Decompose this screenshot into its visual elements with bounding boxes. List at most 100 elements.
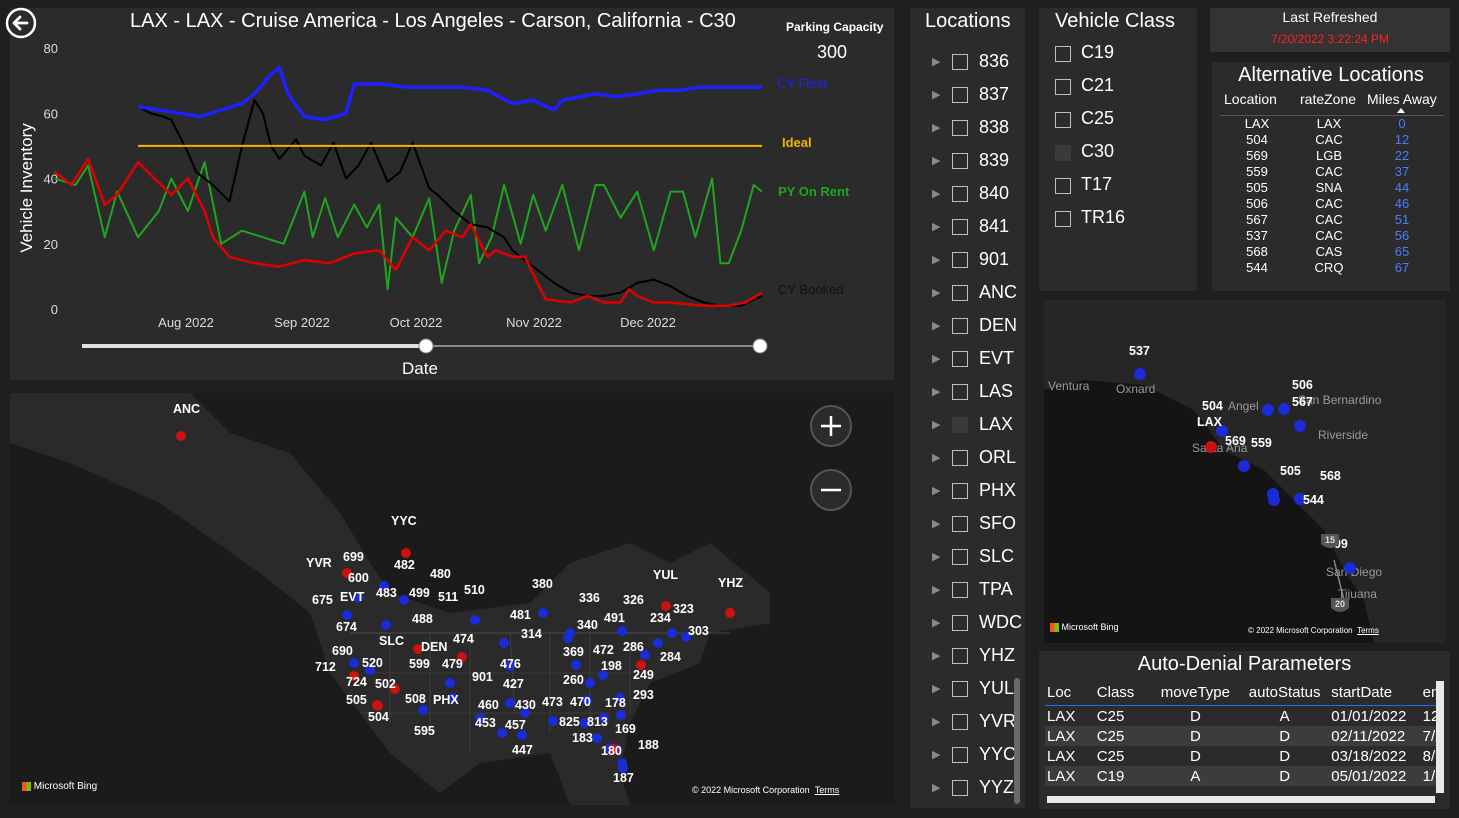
map-marker[interactable]	[379, 581, 389, 591]
location-checkbox[interactable]	[952, 549, 968, 565]
location-item-837[interactable]: ▶ 837	[910, 80, 1025, 113]
alt-header-location[interactable]: Location	[1224, 91, 1277, 107]
vehicle-class-item-t17[interactable]: T17	[1039, 171, 1197, 204]
map-marker[interactable]	[445, 678, 455, 688]
expand-caret-icon[interactable]: ▶	[932, 617, 941, 629]
zoom-in-button[interactable]	[810, 405, 852, 447]
ca-map-marker[interactable]	[1134, 368, 1146, 380]
expand-caret-icon[interactable]: ▶	[932, 518, 941, 530]
expand-caret-icon[interactable]: ▶	[932, 254, 941, 266]
map-marker[interactable]	[585, 678, 595, 688]
location-checkbox[interactable]	[952, 384, 968, 400]
expand-caret-icon[interactable]: ▶	[932, 353, 941, 365]
location-checkbox[interactable]	[952, 252, 968, 268]
terms-link[interactable]: Terms	[814, 785, 840, 795]
map-marker[interactable]	[618, 763, 628, 773]
ca-map-marker[interactable]	[1262, 404, 1274, 416]
location-checkbox[interactable]	[952, 219, 968, 235]
map-marker[interactable]	[413, 644, 423, 654]
vehicle-class-checkbox[interactable]	[1055, 211, 1071, 227]
expand-caret-icon[interactable]: ▶	[932, 188, 941, 200]
expand-caret-icon[interactable]: ▶	[932, 551, 941, 563]
expand-caret-icon[interactable]: ▶	[932, 419, 941, 431]
map-marker[interactable]	[653, 638, 663, 648]
location-checkbox[interactable]	[952, 54, 968, 70]
ca-map-marker[interactable]	[1344, 562, 1356, 574]
vehicle-class-item-c30[interactable]: C30	[1039, 138, 1197, 171]
map-marker[interactable]	[582, 695, 592, 705]
expand-caret-icon[interactable]: ▶	[932, 683, 941, 695]
map-marker[interactable]	[342, 568, 352, 578]
map-marker[interactable]	[616, 710, 626, 720]
alt-header-ratezone[interactable]: rateZone	[1300, 91, 1357, 107]
adp-vertical-scrollbar[interactable]	[1436, 681, 1444, 793]
location-item-wdc[interactable]: ▶ WDC	[910, 608, 1025, 641]
location-item-841[interactable]: ▶ 841	[910, 212, 1025, 245]
map-marker[interactable]	[517, 730, 527, 740]
location-item-yyz[interactable]: ▶ YYZ	[910, 773, 1025, 806]
vehicle-class-item-c21[interactable]: C21	[1039, 72, 1197, 105]
map-marker[interactable]	[342, 610, 352, 620]
location-checkbox[interactable]	[952, 417, 968, 433]
expand-caret-icon[interactable]: ▶	[932, 122, 941, 134]
ca-map-panel[interactable]: Ventura Oxnard San Bernardino Riverside San …	[1044, 300, 1446, 643]
expand-caret-icon[interactable]: ▶	[932, 56, 941, 68]
location-checkbox[interactable]	[952, 681, 968, 697]
expand-caret-icon[interactable]: ▶	[932, 320, 941, 332]
adp-header-endda[interactable]: endDa	[1420, 679, 1437, 706]
map-marker[interactable]	[598, 670, 608, 680]
date-slider-start-handle[interactable]	[418, 338, 434, 354]
map-marker[interactable]	[661, 601, 671, 611]
location-checkbox[interactable]	[952, 483, 968, 499]
map-marker[interactable]	[617, 626, 627, 636]
location-item-yhz[interactable]: ▶ YHZ	[910, 641, 1025, 674]
adp-header-autostatus[interactable]: autoStatus	[1237, 679, 1330, 706]
map-marker[interactable]	[592, 733, 602, 743]
expand-caret-icon[interactable]: ▶	[932, 287, 941, 299]
location-item-orl[interactable]: ▶ ORL	[910, 443, 1025, 476]
map-marker[interactable]	[401, 548, 411, 558]
location-item-evt[interactable]: ▶ EVT	[910, 344, 1025, 377]
map-marker[interactable]	[365, 665, 375, 675]
ca-map-marker[interactable]	[1294, 420, 1306, 432]
locations-scrollbar[interactable]	[1014, 678, 1020, 804]
location-item-840[interactable]: ▶ 840	[910, 179, 1025, 212]
location-checkbox[interactable]	[952, 516, 968, 532]
expand-caret-icon[interactable]: ▶	[932, 485, 941, 497]
location-checkbox[interactable]	[952, 582, 968, 598]
location-item-yvr[interactable]: ▶ YVR	[910, 707, 1025, 740]
location-checkbox[interactable]	[952, 747, 968, 763]
location-item-slc[interactable]: ▶ SLC	[910, 542, 1025, 575]
ca-map-marker[interactable]	[1238, 460, 1250, 472]
location-item-838[interactable]: ▶ 838	[910, 113, 1025, 146]
ca-map-marker[interactable]	[1278, 403, 1290, 415]
location-item-yyc[interactable]: ▶ YYC	[910, 740, 1025, 773]
map-marker[interactable]	[538, 608, 548, 618]
ca-map-marker[interactable]	[1268, 494, 1280, 506]
expand-caret-icon[interactable]: ▶	[932, 716, 941, 728]
location-item-tpa[interactable]: ▶ TPA	[910, 575, 1025, 608]
expand-caret-icon[interactable]: ▶	[932, 386, 941, 398]
map-marker[interactable]	[475, 713, 485, 723]
vehicle-class-item-tr16[interactable]: TR16	[1039, 204, 1197, 237]
map-marker[interactable]	[505, 661, 515, 671]
vehicle-class-checkbox[interactable]	[1055, 79, 1071, 95]
map-marker[interactable]	[667, 628, 677, 638]
map-marker[interactable]	[373, 701, 383, 711]
map-marker[interactable]	[548, 716, 558, 726]
location-item-839[interactable]: ▶ 839	[910, 146, 1025, 179]
ca-terms-link[interactable]: Terms	[1357, 626, 1379, 635]
vehicle-class-item-c19[interactable]: C19	[1039, 39, 1197, 72]
ca-map-marker[interactable]	[1205, 441, 1217, 453]
map-marker[interactable]	[520, 708, 530, 718]
location-checkbox[interactable]	[952, 186, 968, 202]
map-marker[interactable]	[349, 671, 359, 681]
location-checkbox[interactable]	[952, 87, 968, 103]
vehicle-class-checkbox[interactable]	[1055, 112, 1071, 128]
map-marker[interactable]	[448, 693, 458, 703]
map-marker[interactable]	[457, 652, 467, 662]
map-marker[interactable]	[681, 632, 691, 642]
map-marker[interactable]	[615, 693, 625, 703]
vehicle-class-item-c25[interactable]: C25	[1039, 105, 1197, 138]
